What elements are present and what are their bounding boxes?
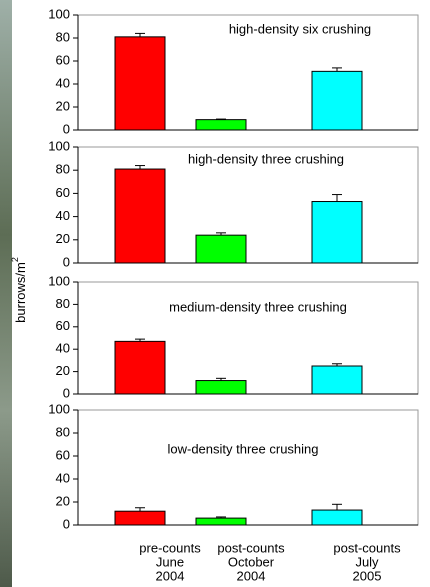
panel-title: high-density six crushing (229, 21, 371, 36)
bar (312, 71, 362, 130)
y-tick-label: 0 (63, 121, 70, 136)
y-tick-label: 20 (56, 231, 70, 246)
y-tick-label: 100 (48, 138, 70, 153)
x-tick-label: 2004 (237, 568, 266, 583)
y-tick-label: 80 (56, 424, 70, 439)
y-tick-label: 40 (56, 208, 70, 223)
x-tick-label: 2004 (156, 568, 185, 583)
x-tick-label: July (355, 554, 379, 569)
bar (115, 341, 165, 394)
y-tick-label: 80 (56, 296, 70, 311)
panel-title: medium-density three crushing (169, 299, 347, 314)
y-tick-label: 20 (56, 493, 70, 508)
photo-strip (0, 0, 12, 587)
y-tick-label: 80 (56, 29, 70, 44)
bar (196, 235, 246, 263)
x-tick-label: June (156, 554, 184, 569)
y-tick-label: 100 (48, 401, 70, 416)
chart: burrows/m2 020406080100high-density six … (0, 0, 430, 587)
bar (196, 381, 246, 394)
y-tick-label: 40 (56, 75, 70, 90)
x-tick-label: October (228, 554, 275, 569)
y-tick-label: 60 (56, 185, 70, 200)
y-tick-label: 0 (63, 516, 70, 531)
y-label-sup: 2 (10, 257, 20, 262)
x-tick-label: post-counts (217, 540, 285, 555)
panel-title: low-density three crushing (167, 441, 318, 456)
bar (312, 202, 362, 263)
y-axis-label: burrows/m2 (10, 257, 28, 323)
y-tick-label: 100 (48, 273, 70, 288)
x-tick-label: pre-counts (139, 540, 201, 555)
bar (312, 366, 362, 394)
panel-title: high-density three crushing (188, 151, 344, 166)
y-tick-label: 20 (56, 363, 70, 378)
bar (312, 510, 362, 525)
y-tick-label: 0 (63, 385, 70, 400)
bar (115, 37, 165, 130)
y-tick-label: 100 (48, 6, 70, 21)
y-label-text: burrows/m (13, 262, 28, 323)
y-tick-label: 60 (56, 318, 70, 333)
y-tick-label: 40 (56, 470, 70, 485)
bar (196, 518, 246, 525)
y-tick-label: 80 (56, 162, 70, 177)
bar (115, 511, 165, 525)
x-tick-label: 2005 (353, 568, 382, 583)
bar (196, 120, 246, 130)
bar (115, 169, 165, 263)
y-tick-label: 60 (56, 52, 70, 67)
x-tick-label: post-counts (333, 540, 401, 555)
panel-frame (78, 410, 418, 525)
y-tick-label: 20 (56, 98, 70, 113)
y-tick-label: 60 (56, 447, 70, 462)
y-tick-label: 0 (63, 254, 70, 269)
y-tick-label: 40 (56, 341, 70, 356)
